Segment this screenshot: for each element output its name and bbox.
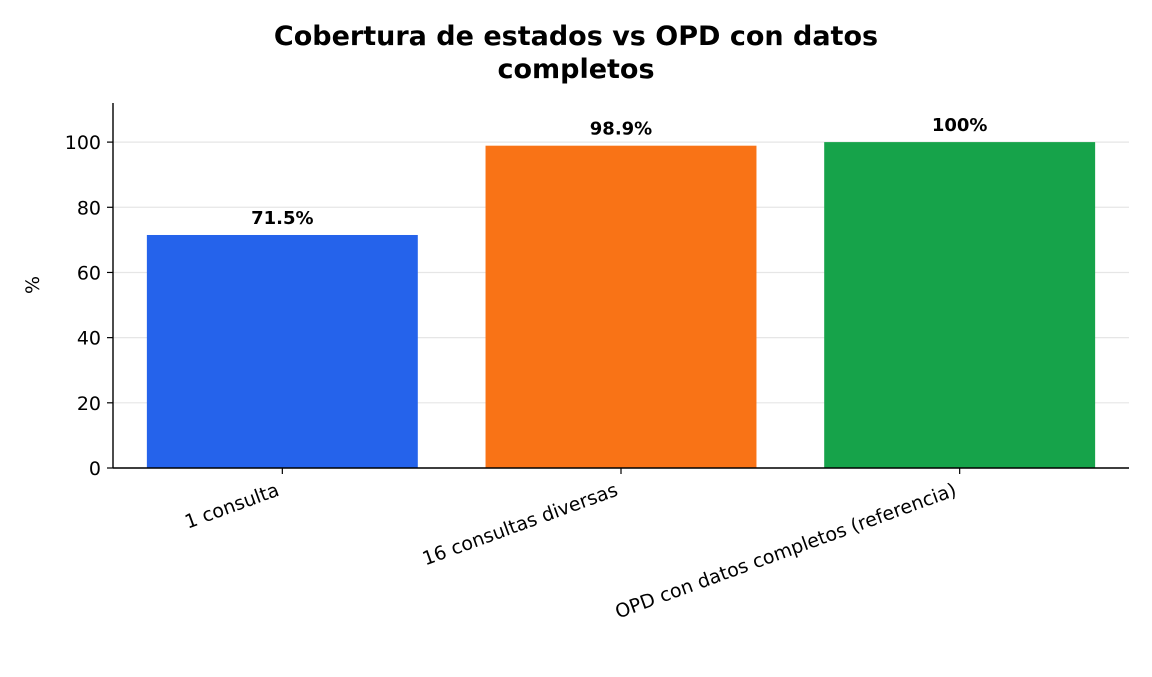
x-tick-label-2: 16 consultas diversas — [420, 479, 621, 570]
y-axis-label: % — [22, 276, 44, 294]
y-tick-label-60: 60 — [77, 262, 101, 284]
chart-title-line-2: completos — [497, 54, 655, 85]
y-tick-label-20: 20 — [77, 393, 101, 415]
y-tick-label-0: 0 — [89, 458, 101, 480]
y-tick-label-100: 100 — [65, 132, 101, 154]
bar-1 — [146, 234, 418, 468]
data-labels: 71.5% 98.9% 100% — [251, 115, 987, 229]
y-tick-label-40: 40 — [77, 328, 101, 350]
bar-3 — [824, 142, 1096, 468]
bars — [146, 142, 1096, 469]
y-tick-label-80: 80 — [77, 197, 101, 219]
chart-title-line-1: Cobertura de estados vs OPD con datos — [273, 21, 879, 52]
bar-2 — [485, 145, 757, 469]
data-label-3: 100% — [932, 115, 988, 136]
x-tick-label-1: 1 consulta — [182, 479, 282, 533]
x-tick-label-3: OPD con datos completos (referencia) — [612, 479, 959, 623]
y-ticks: 0 20 40 60 80 100 — [65, 132, 113, 480]
chart-title: Cobertura de estados vs OPD con datos co… — [0, 20, 1152, 86]
data-label-1: 71.5% — [251, 208, 313, 229]
data-label-2: 98.9% — [590, 119, 652, 140]
